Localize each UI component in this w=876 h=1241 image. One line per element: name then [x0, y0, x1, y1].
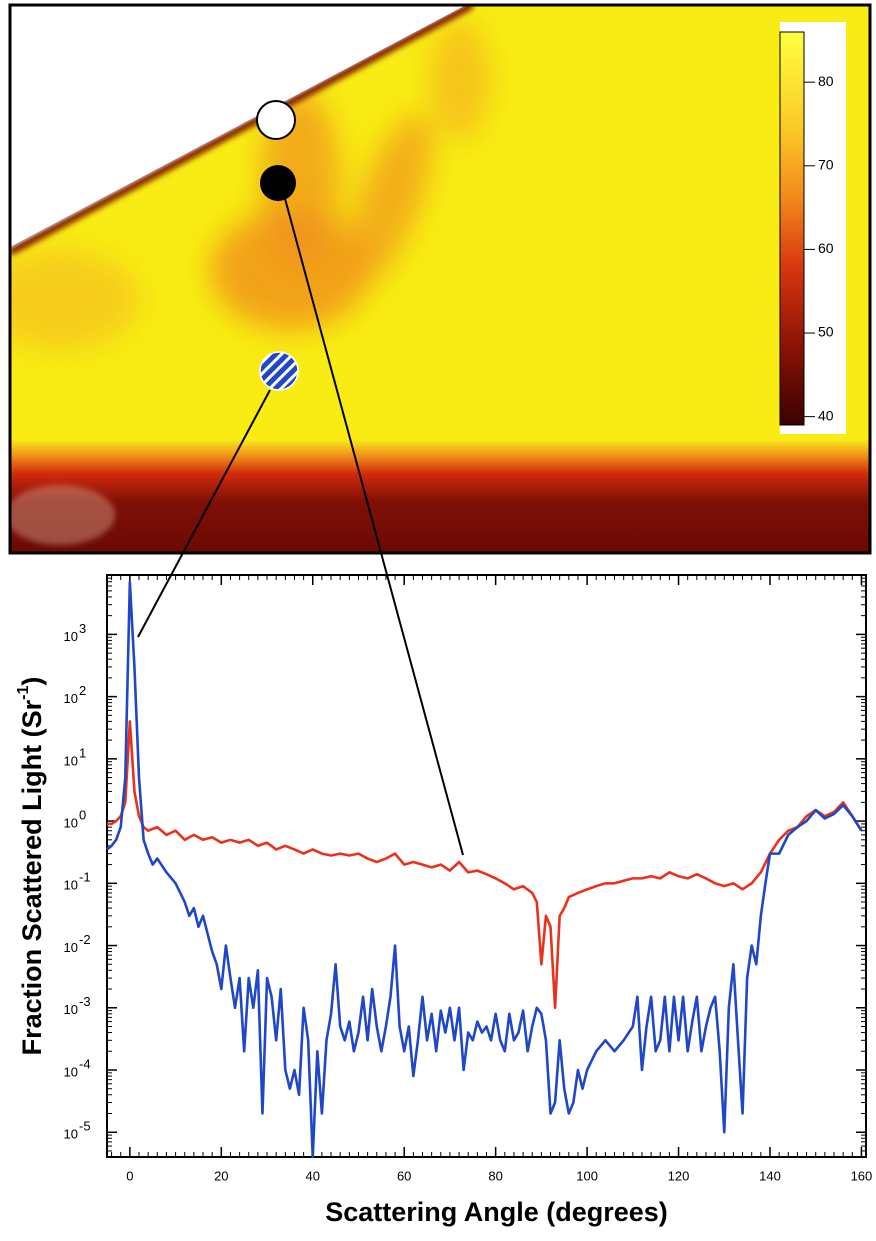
- y-tick-label: 10: [64, 816, 78, 831]
- y-axis-label-text: Fraction Scattered Light (Sr: [17, 699, 47, 1055]
- marker-white: [256, 100, 296, 140]
- x-tick-label: 40: [306, 1168, 320, 1183]
- x-tick-label: 120: [668, 1168, 690, 1183]
- y-axis-label: Fraction Scattered Light (Sr-1): [15, 677, 47, 1056]
- colorbar-ticks: 40 50 60 70 80: [804, 73, 834, 423]
- x-tick-label: 160: [851, 1168, 873, 1183]
- x-tick-label: 60: [397, 1168, 411, 1183]
- line-chart: 0 20 40 60 80 100 120 140 16010-510-410-310-210-…: [15, 574, 873, 1227]
- colorbar-tick-label: 40: [818, 407, 834, 423]
- y-tick-label: 10: [64, 940, 78, 955]
- marker-striped: [259, 351, 299, 391]
- y-tick-exponent: -2: [79, 932, 91, 947]
- scatter-image: [10, 5, 870, 553]
- y-tick-exponent: 2: [79, 683, 86, 698]
- connector-striped: [137, 389, 271, 638]
- x-tick-label: 20: [214, 1168, 228, 1183]
- y-axis-label-sup: -1: [15, 686, 32, 700]
- y-tick-exponent: -1: [79, 870, 91, 885]
- series-line: [106, 580, 863, 1159]
- colorbar-tick-label: 50: [818, 324, 834, 340]
- image-frame: [8, 3, 872, 555]
- y-tick-exponent: 1: [79, 745, 86, 760]
- x-tick-label: 140: [759, 1168, 781, 1183]
- y-tick-exponent: -3: [79, 994, 91, 1009]
- shadow-region-top: [10, 5, 466, 247]
- y-tick-label: 10: [64, 1127, 78, 1142]
- y-tick-exponent: -5: [79, 1119, 91, 1134]
- x-tick-label: 0: [126, 1168, 133, 1183]
- y-tick-label: 10: [64, 629, 78, 644]
- colorbar-tick-label: 60: [818, 240, 834, 256]
- y-tick-label: 10: [64, 753, 78, 768]
- x-tick-label: 100: [576, 1168, 598, 1183]
- colorbar-tick-label: 70: [818, 156, 834, 172]
- plot-frame: [106, 574, 867, 1158]
- y-tick-exponent: 3: [79, 621, 86, 636]
- noise-patch: [10, 485, 115, 545]
- colorbar-tick-label: 80: [818, 73, 834, 89]
- image-floor: [10, 440, 870, 553]
- series-line: [107, 720, 863, 1010]
- colorbar: [779, 31, 805, 426]
- y-tick-label: 10: [64, 691, 78, 706]
- connector-black: [283, 194, 464, 856]
- y-axis-label-end: ): [17, 677, 47, 686]
- y-tick-label: 10: [64, 1064, 78, 1079]
- x-tick-label: 80: [488, 1168, 502, 1183]
- y-tick-exponent: -4: [79, 1056, 91, 1071]
- y-tick-label: 10: [64, 1002, 78, 1017]
- y-tick-exponent: 0: [79, 808, 86, 823]
- shadow-edge: [10, 5, 474, 256]
- y-tick-label: 10: [64, 878, 78, 893]
- marker-black: [260, 165, 296, 201]
- x-axis-label: Scattering Angle (degrees): [325, 1197, 668, 1227]
